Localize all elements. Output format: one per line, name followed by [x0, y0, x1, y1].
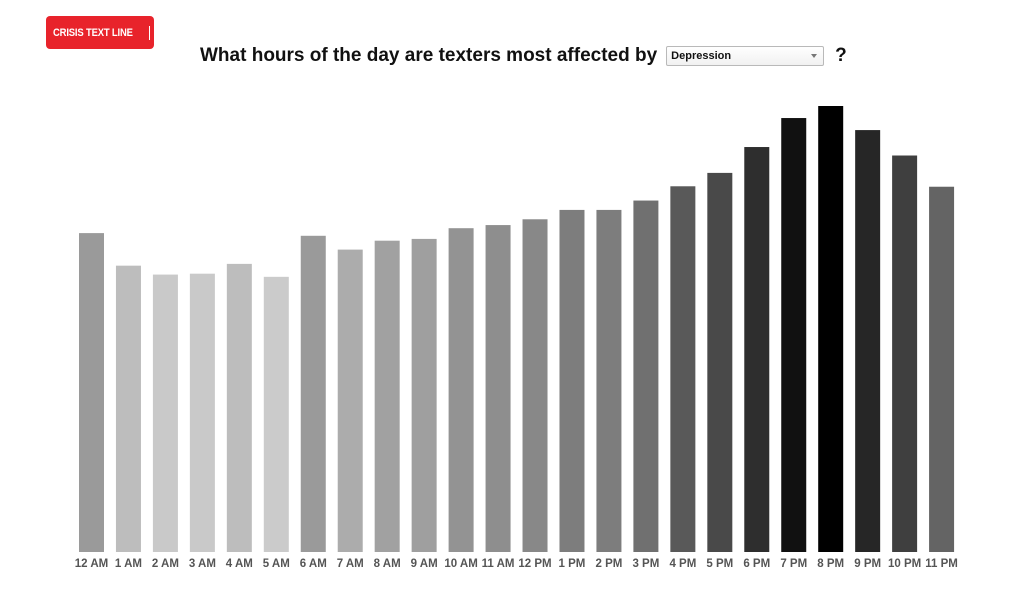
question-mark: ?	[835, 45, 847, 66]
x-tick-label: 11 AM	[482, 558, 515, 570]
x-tick-label: 6 PM	[743, 558, 770, 570]
issue-select-dropdown[interactable]: Depression	[666, 46, 825, 66]
x-tick-label: 8 PM	[817, 558, 844, 570]
logo-divider	[148, 25, 150, 40]
bar-10-pm[interactable]	[892, 155, 918, 552]
bar-3-am[interactable]	[189, 273, 215, 552]
x-tick-label: 8 AM	[374, 558, 401, 570]
x-tick-label: 4 PM	[669, 558, 696, 570]
x-tick-label: 2 AM	[152, 558, 179, 570]
x-tick-label: 12 PM	[518, 558, 551, 570]
chart-question-header: What hours of the day are texters most a…	[200, 43, 847, 69]
crisis-text-line-logo[interactable]: CRISIS TEXT LINE	[46, 16, 154, 49]
bar-9-pm[interactable]	[855, 130, 881, 552]
logo-text: CRISIS TEXT LINE	[53, 26, 133, 39]
bar-1-am[interactable]	[115, 265, 141, 552]
bar-6-am[interactable]	[300, 235, 326, 553]
bar-1-pm[interactable]	[559, 209, 585, 553]
x-tick-label: 7 PM	[780, 558, 807, 570]
bar-2-pm[interactable]	[596, 209, 622, 553]
bar-10-am[interactable]	[448, 228, 474, 552]
x-tick-label: 3 AM	[189, 558, 216, 570]
bar-8-pm[interactable]	[818, 106, 844, 552]
bar-4-pm[interactable]	[670, 186, 696, 552]
x-tick-label: 9 PM	[854, 558, 881, 570]
x-tick-label: 7 AM	[337, 558, 364, 570]
bar-9-am[interactable]	[411, 238, 437, 552]
bar-5-pm[interactable]	[707, 172, 733, 552]
x-tick-label: 1 AM	[115, 558, 142, 570]
x-tick-label: 2 PM	[596, 558, 623, 570]
x-tick-label: 10 PM	[888, 558, 921, 570]
bar-12-am[interactable]	[79, 233, 104, 553]
x-tick-label: 11 PM	[925, 558, 958, 570]
chevron-down-icon	[811, 54, 818, 58]
issue-select-value: Depression	[671, 50, 732, 62]
bar-3-pm[interactable]	[633, 200, 659, 553]
bar-12-pm[interactable]	[522, 219, 548, 552]
bar-11-pm[interactable]	[929, 186, 955, 553]
bar-11-am[interactable]	[485, 225, 511, 552]
x-tick-label: 10 AM	[444, 558, 477, 570]
x-tick-label: 4 AM	[226, 558, 253, 570]
bar-8-am[interactable]	[374, 240, 400, 552]
x-tick-label: 1 PM	[559, 558, 586, 570]
x-tick-label: 5 AM	[263, 558, 290, 570]
x-tick-label: 9 AM	[411, 558, 438, 570]
bar-2-am[interactable]	[152, 274, 178, 552]
bar-4-am[interactable]	[226, 263, 252, 552]
bar-7-pm[interactable]	[781, 118, 807, 552]
bar-7-am[interactable]	[337, 249, 363, 553]
bar-5-am[interactable]	[263, 276, 289, 552]
x-tick-label: 3 PM	[632, 558, 659, 570]
x-tick-label: 12 AM	[75, 558, 108, 570]
bar-6-pm[interactable]	[744, 147, 770, 552]
x-tick-label: 6 AM	[300, 558, 327, 570]
question-text: What hours of the day are texters most a…	[200, 45, 658, 66]
x-tick-label: 5 PM	[706, 558, 733, 570]
